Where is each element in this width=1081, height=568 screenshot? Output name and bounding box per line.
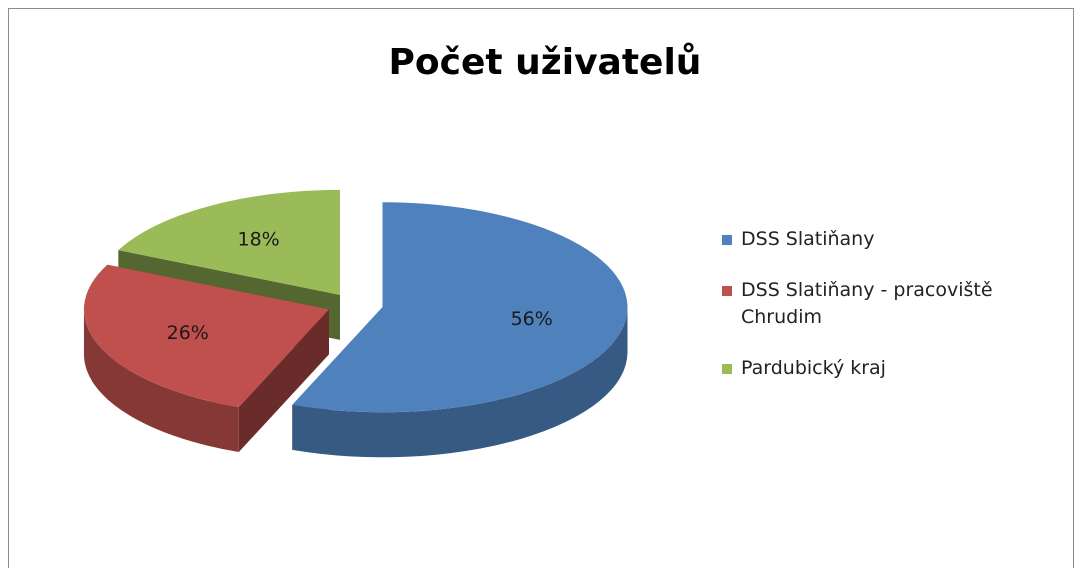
legend-label: DSS Slatiňany: [741, 228, 875, 250]
data-label: 56%: [511, 308, 553, 330]
legend-label: DSS Slatiňany - pracoviště Chrudim: [741, 279, 993, 328]
legend-item: DSS Slatiňany: [722, 226, 1072, 253]
legend-label: Pardubický kraj: [741, 357, 886, 379]
chart-title: Počet uživatelů: [389, 42, 702, 83]
chart-frame: [8, 8, 1074, 568]
slice: [292, 202, 628, 413]
slice: [118, 189, 340, 295]
slice-side: [83, 309, 239, 453]
legend: DSS Slatiňany DSS Slatiňany - pracoviště …: [722, 226, 1072, 406]
legend-swatch: [722, 286, 732, 296]
slice-side: [292, 307, 628, 458]
legend-item: DSS Slatiňany - pracoviště Chrudim: [722, 277, 1072, 331]
legend-swatch: [722, 364, 732, 374]
data-label: 26%: [167, 322, 209, 344]
legend-item: Pardubický kraj: [722, 355, 1072, 382]
data-label: 18%: [237, 228, 279, 250]
legend-swatch: [722, 235, 732, 245]
slice: [83, 264, 329, 408]
